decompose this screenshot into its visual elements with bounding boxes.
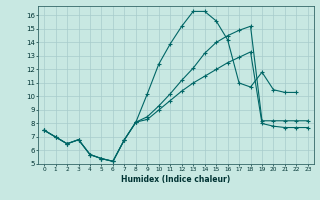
X-axis label: Humidex (Indice chaleur): Humidex (Indice chaleur) <box>121 175 231 184</box>
